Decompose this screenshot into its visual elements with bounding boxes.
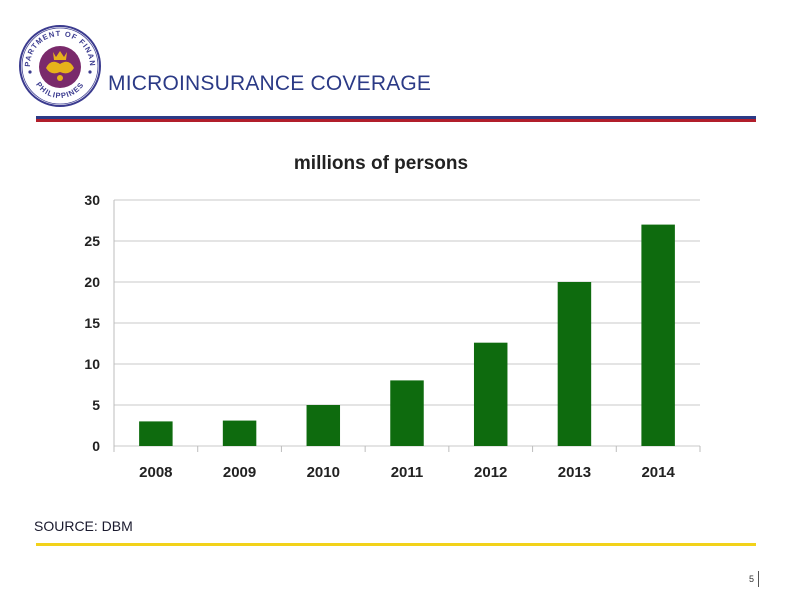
x-tick-label: 2013 <box>558 464 591 481</box>
x-tick-label: 2012 <box>474 464 507 481</box>
x-tick-label: 2009 <box>223 464 256 481</box>
y-tick-label: 15 <box>84 315 100 331</box>
bar-2012 <box>473 342 508 446</box>
page-title: MICROINSURANCE COVERAGE <box>108 72 432 95</box>
x-tick-label: 2014 <box>641 464 675 481</box>
footer-divider <box>36 543 756 546</box>
bar-2011 <box>390 380 424 446</box>
department-of-finance-seal: DEPARTMENT OF FINANCE PHILIPPINES <box>18 24 101 107</box>
bar-2008 <box>139 421 173 446</box>
x-tick-label: 2008 <box>139 464 172 481</box>
source-note: SOURCE: DBM <box>34 518 133 534</box>
chart-title: millions of persons <box>294 153 468 174</box>
page-number: 5 <box>749 574 755 584</box>
star-icon <box>88 70 92 74</box>
bar-2013 <box>557 282 592 446</box>
y-tick-label: 20 <box>84 274 100 290</box>
y-tick-label: 30 <box>84 192 100 208</box>
y-tick-label: 10 <box>84 356 100 372</box>
bar-2009 <box>222 420 257 446</box>
y-tick-label: 25 <box>84 233 100 249</box>
y-tick-label: 5 <box>92 397 100 413</box>
bar-2010 <box>306 405 341 446</box>
bar-2014 <box>641 224 675 446</box>
star-icon <box>28 70 32 74</box>
x-tick-label: 2010 <box>307 464 340 481</box>
crown-icon <box>53 51 67 60</box>
x-tick-label: 2011 <box>391 464 424 481</box>
header-divider <box>36 116 756 122</box>
seal-emblem <box>46 61 74 74</box>
page-number-bar <box>758 571 759 587</box>
y-tick-label: 0 <box>92 438 100 454</box>
